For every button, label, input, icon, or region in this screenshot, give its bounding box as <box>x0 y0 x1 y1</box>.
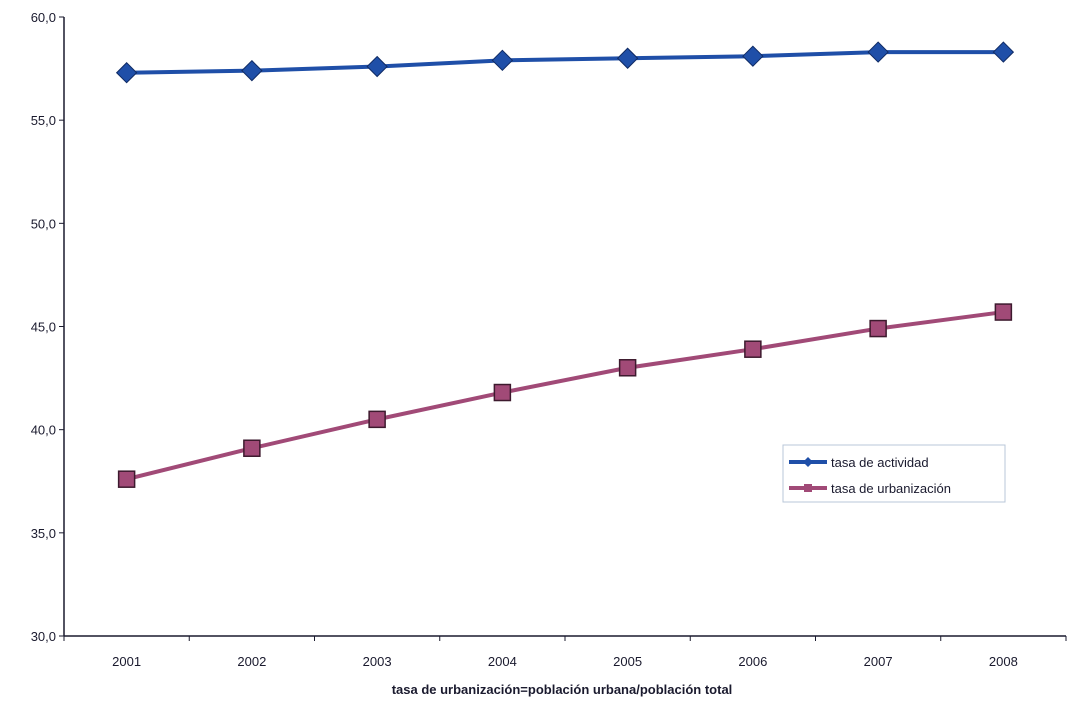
y-tick-label: 55,0 <box>31 113 56 128</box>
legend-box <box>782 444 1006 503</box>
data-point <box>243 439 261 457</box>
data-point <box>744 340 762 358</box>
y-tick-label: 60,0 <box>31 10 56 25</box>
chart-axes <box>59 16 1067 641</box>
x-tick-label: 2005 <box>613 654 642 669</box>
data-point <box>994 303 1013 321</box>
data-point <box>616 47 639 69</box>
x-tick-label: 2001 <box>112 654 141 669</box>
x-tick-label: 2002 <box>237 654 266 669</box>
data-point <box>241 59 263 82</box>
x-tick-label: 2007 <box>864 654 893 669</box>
data-point <box>493 383 512 402</box>
y-tick-labels: 30,0 35,0 40,0 45,0 50,0 55,0 60,0 <box>31 10 56 644</box>
legend-marker <box>803 457 813 467</box>
chart-legend: tasa de actividad tasa de urbanización <box>782 444 1006 503</box>
data-point <box>869 319 887 338</box>
series-line <box>126 50 1004 75</box>
data-point <box>115 62 138 84</box>
x-tick-label: 2004 <box>488 654 517 669</box>
data-point <box>742 45 764 67</box>
x-tick-label: 2003 <box>363 654 392 669</box>
series-2 <box>117 303 1013 488</box>
series-layer <box>115 41 1015 488</box>
x-tick-label: 2008 <box>989 654 1018 669</box>
data-point <box>867 41 889 63</box>
x-tick-labels: 2001 2002 2003 2004 2005 2006 2007 2008 <box>112 654 1018 669</box>
data-point <box>117 470 136 488</box>
y-tick-label: 45,0 <box>31 320 56 335</box>
data-point <box>366 55 388 78</box>
legend-entry-label: tasa de urbanización <box>831 481 951 496</box>
y-tick-label: 50,0 <box>31 216 56 231</box>
series-line <box>126 310 1004 482</box>
y-tick-label: 30,0 <box>31 629 56 644</box>
data-point <box>992 41 1015 63</box>
legend-marker <box>804 484 812 492</box>
data-point <box>618 359 637 377</box>
y-tick-label: 35,0 <box>31 526 56 541</box>
data-point <box>491 49 514 72</box>
x-axis-label: tasa de urbanización=población urbana/po… <box>392 682 733 697</box>
data-point <box>368 410 386 429</box>
x-tick-label: 2006 <box>738 654 767 669</box>
legend-entry-label: tasa de actividad <box>831 455 929 470</box>
y-tick-label: 40,0 <box>31 423 56 438</box>
series-1 <box>115 41 1015 84</box>
